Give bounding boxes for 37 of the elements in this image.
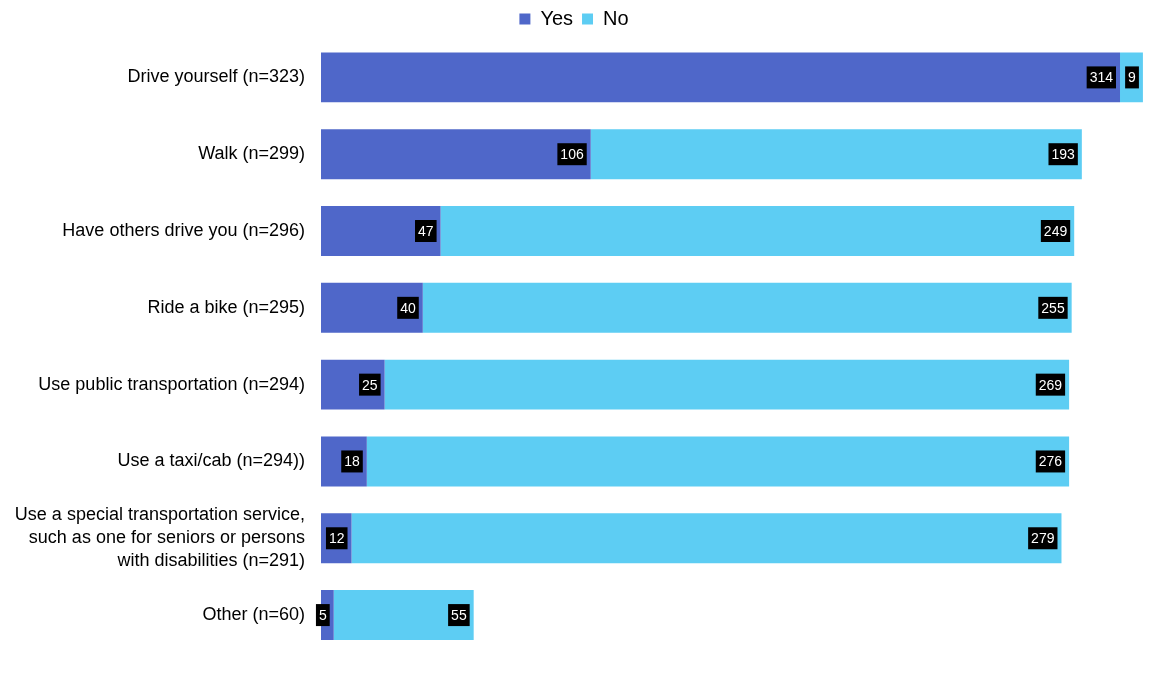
y-tick-label: Use a special transportation service, such as one for seniors or persons with disabilities (n=291) [14, 504, 305, 571]
data-label: 47 [418, 222, 434, 239]
bar [321, 129, 591, 180]
bar [384, 359, 1070, 410]
data-label: 25 [362, 376, 378, 393]
data-label: 9 [1128, 69, 1137, 86]
legend-label: No [603, 6, 629, 29]
bar [422, 282, 1072, 333]
data-label: 40 [400, 299, 416, 316]
data-label: 193 [1051, 146, 1076, 163]
y-tick-label: Have others drive you (n=296) [62, 219, 305, 240]
data-label: 249 [1043, 222, 1068, 239]
data-label: 18 [344, 453, 361, 470]
bar [321, 52, 1121, 103]
bar [333, 590, 474, 641]
data-label: 269 [1038, 376, 1063, 393]
bar [351, 513, 1062, 564]
bar [590, 129, 1082, 180]
data-label: 12 [328, 530, 345, 547]
bar [321, 206, 441, 256]
y-tick-label: Use a taxi/cab (n=294)) [117, 450, 305, 471]
y-tick-label: Use public transportation (n=294) [38, 373, 305, 394]
y-tick-label: Drive yourself (n=323) [127, 66, 305, 87]
bar [366, 436, 1070, 487]
data-label: 255 [1041, 299, 1065, 316]
data-label: 55 [451, 606, 467, 623]
data-label: 276 [1038, 453, 1063, 470]
data-label: 5 [318, 606, 327, 623]
data-label: 106 [560, 146, 584, 163]
data-label: 279 [1031, 530, 1055, 547]
data-label: 314 [1089, 69, 1114, 86]
legend-label: Yes [540, 6, 574, 29]
y-tick-label: Ride a bike (n=295) [147, 296, 305, 317]
bar [321, 282, 423, 333]
bar [440, 206, 1075, 256]
y-tick-label: Walk (n=299) [198, 143, 305, 164]
y-tick-label: Other (n=60) [202, 604, 305, 625]
